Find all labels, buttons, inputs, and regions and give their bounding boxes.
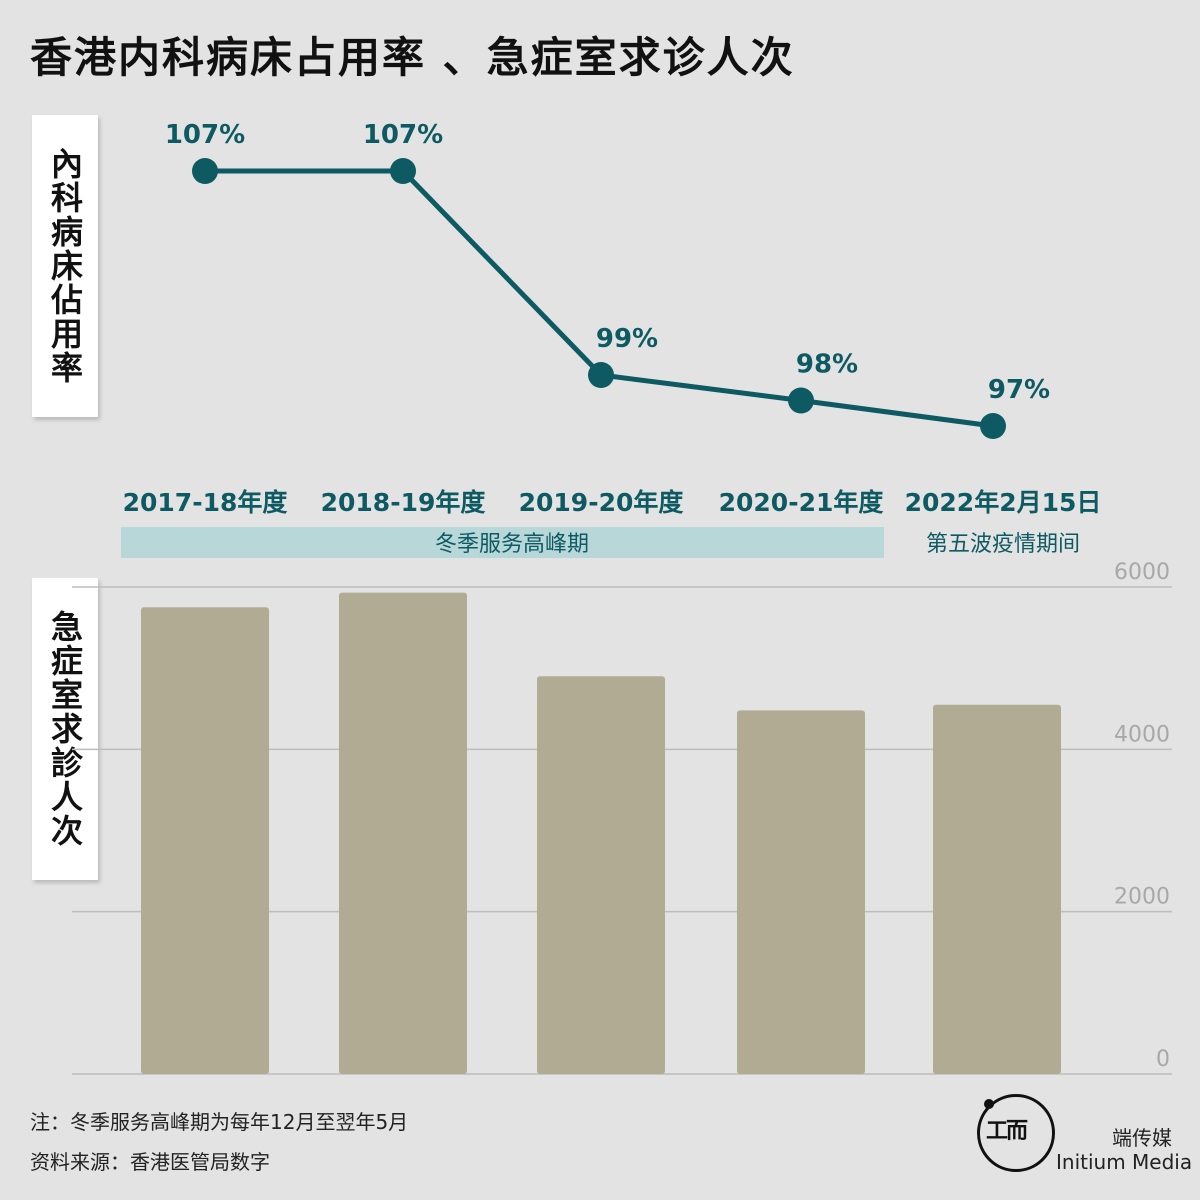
bar xyxy=(933,704,1061,1074)
y-tick-label: 6000 xyxy=(1114,560,1170,585)
period-bands: 冬季服务高峰期 第五波疫情期间 xyxy=(121,527,1080,558)
data-label: 97% xyxy=(988,375,1050,405)
bar xyxy=(537,676,665,1074)
winter-peak-band xyxy=(121,527,884,558)
category-label: 2018-19年度 xyxy=(321,488,486,517)
category-label: 2020-21年度 xyxy=(719,488,884,517)
category-labels: 2017-18年度 2018-19年度 2019-20年度 2020-21年度 2022… xyxy=(123,488,1102,517)
bar xyxy=(737,710,865,1074)
occupancy-axis-label: 內科病床佔用率 xyxy=(46,147,84,385)
data-label: 107% xyxy=(165,120,245,150)
y-tick-label: 2000 xyxy=(1114,885,1170,910)
data-label: 98% xyxy=(796,350,858,380)
fifth-wave-band-label: 第五波疫情期间 xyxy=(926,532,1080,557)
logo-dot-icon xyxy=(984,1099,994,1109)
bar-chart: 0 2000 4000 6000 xyxy=(72,560,1172,1075)
data-point xyxy=(980,413,1006,439)
data-label: 107% xyxy=(363,120,443,150)
bar xyxy=(339,592,467,1074)
y-tick-label: 0 xyxy=(1156,1047,1170,1072)
chart-title: 香港内科病床占用率 、急症室求诊人次 xyxy=(30,33,795,82)
winter-peak-band-label: 冬季服务高峰期 xyxy=(435,532,589,557)
category-label: 2019-20年度 xyxy=(519,488,684,517)
footnote-period: 注：冬季服务高峰期为每年12月至翌年5月 xyxy=(30,1110,409,1134)
brand-logo: 工而 xyxy=(977,1094,1055,1172)
category-label: 2017-18年度 xyxy=(123,488,288,517)
data-point xyxy=(588,362,614,388)
data-point xyxy=(192,158,218,184)
footnote-source: 资料来源：香港医管局数字 xyxy=(30,1150,270,1174)
brand-name-zh: 端传媒 xyxy=(1112,1126,1172,1150)
category-label: 2022年2月15日 xyxy=(905,488,1102,517)
y-tick-label: 4000 xyxy=(1114,722,1170,747)
occupancy-axis-label-box: 內科病床佔用率 xyxy=(32,115,98,417)
attendance-axis-label-box: 急症室求診人次 xyxy=(32,578,98,880)
attendance-axis-label: 急症室求診人次 xyxy=(46,610,84,848)
bar xyxy=(141,607,269,1074)
logo-mark: 工而 xyxy=(986,1119,1028,1144)
data-point xyxy=(390,158,416,184)
line-chart: 107% 107% 99% 98% 97% xyxy=(165,120,1050,439)
data-label: 99% xyxy=(596,324,658,354)
brand-name-en: Initium Media xyxy=(1056,1150,1193,1174)
data-point xyxy=(788,387,814,414)
